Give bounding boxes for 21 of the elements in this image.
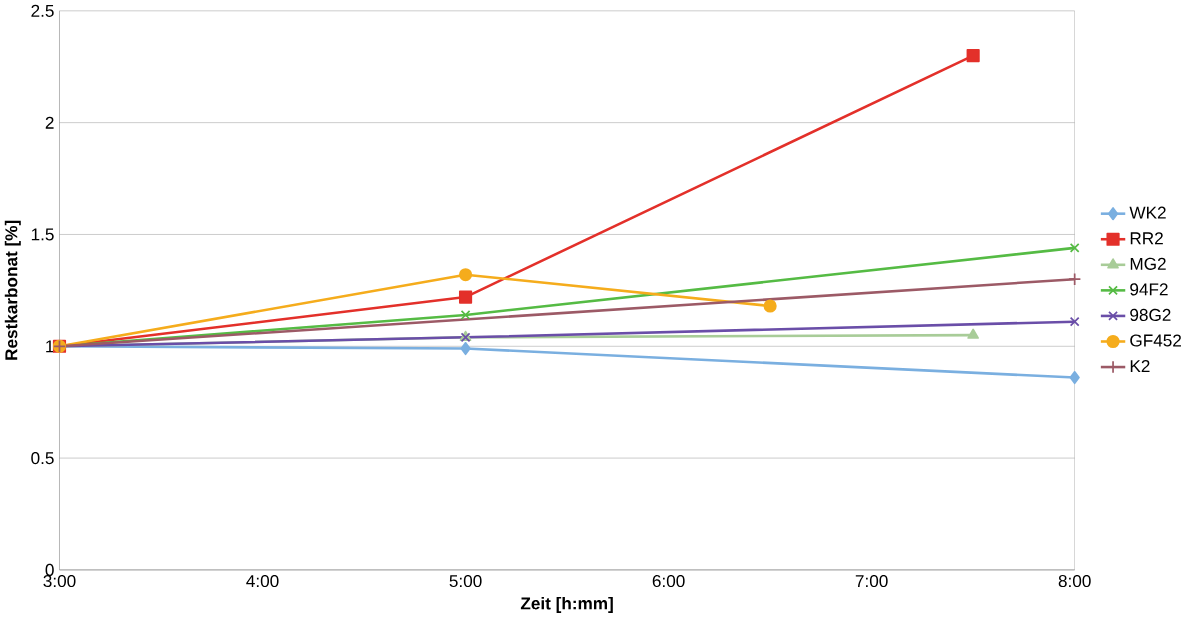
legend-label: 98G2 (1130, 309, 1171, 322)
legend-label: 94F2 (1130, 283, 1168, 296)
legend-label: K2 (1130, 360, 1150, 373)
x-tick-label: 6:00 (652, 575, 685, 588)
x-tick-label: 8:00 (1058, 575, 1091, 588)
x-tick-label: 7:00 (855, 575, 888, 588)
legend-label: MG2 (1130, 257, 1166, 271)
legend-label: GF452 (1130, 334, 1181, 347)
legend-label: RR2 (1130, 232, 1163, 245)
y-tick-label: 0 (45, 563, 54, 577)
y-tick-label: 1.5 (31, 228, 54, 241)
y-tick-label: 2 (45, 116, 54, 129)
x-axis-title: Zeit [h:mm] (520, 597, 613, 614)
x-tick-label: 3:00 (43, 575, 76, 588)
y-tick-label: 0.5 (31, 452, 54, 465)
y-tick-label: 1 (46, 340, 54, 353)
y-tick-label: 2.5 (31, 4, 54, 18)
x-tick-label: 5:00 (449, 575, 482, 588)
y-axis-title: Restkarbonat [%] (4, 220, 21, 360)
legend-label: WK2 (1129, 206, 1166, 219)
x-tick-label: 4:00 (246, 575, 279, 588)
